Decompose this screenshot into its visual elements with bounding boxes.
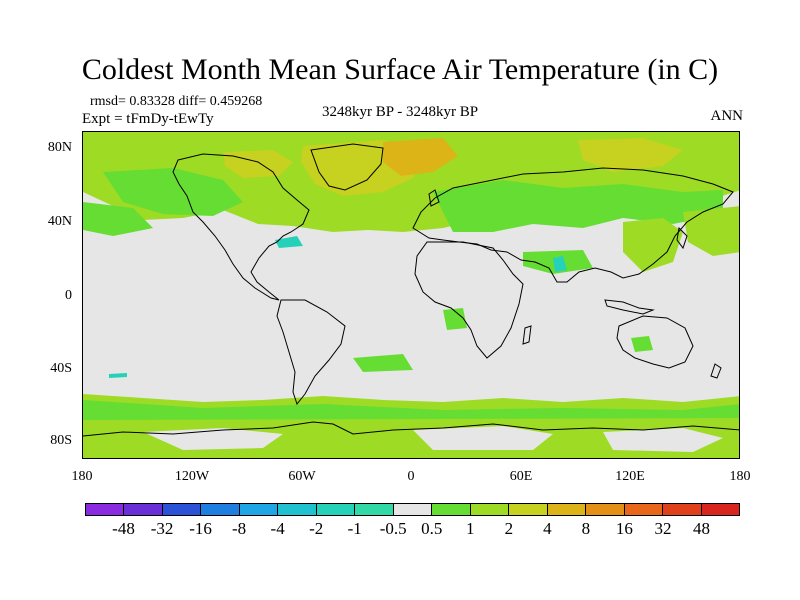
colorbar-label: 0.5 bbox=[421, 519, 443, 538]
coast-africa bbox=[414, 241, 524, 359]
coast-greenland bbox=[310, 143, 384, 191]
colorbar-cell bbox=[201, 504, 240, 515]
colorbar-cell bbox=[124, 504, 163, 515]
map-panel bbox=[82, 131, 740, 459]
colorbar-label: 16 bbox=[615, 519, 633, 538]
colorbar-label: -8 bbox=[232, 519, 247, 538]
colorbar-cell bbox=[547, 504, 587, 515]
lat-label-80n: 80N bbox=[47, 140, 72, 155]
lat-label-0: 0 bbox=[65, 288, 72, 303]
colorbar-cell bbox=[355, 504, 394, 515]
canada-warm-patch bbox=[223, 150, 293, 178]
lat-label-40s: 40S bbox=[50, 361, 72, 376]
coast-south-america bbox=[276, 299, 346, 406]
antarctica-neutral-patch-3 bbox=[603, 428, 723, 452]
colorbar-cell bbox=[316, 504, 356, 515]
colorbar-label: -1 bbox=[347, 519, 362, 538]
lon-label-180w: 180 bbox=[71, 469, 93, 484]
coast-british-isles bbox=[428, 189, 440, 207]
coast-japan bbox=[676, 226, 688, 250]
gulf-cool-patch bbox=[275, 236, 303, 248]
colorbar-label: 2 bbox=[504, 519, 514, 538]
period-label: 3248kyr BP - 3248kyr BP bbox=[322, 104, 479, 120]
colorbar-label: 32 bbox=[654, 519, 672, 538]
colorbar-cell bbox=[509, 504, 548, 515]
colorbar-cell bbox=[701, 504, 739, 515]
antarctica-neutral-patch-2 bbox=[413, 426, 553, 450]
lon-label-120w: 120W bbox=[174, 469, 210, 484]
colorbar-cell bbox=[239, 504, 279, 515]
lon-label-180e: 180 bbox=[729, 469, 751, 484]
map-title: Coldest Month Mean Surface Air Temperatu… bbox=[81, 53, 719, 86]
colorbar-cell bbox=[393, 504, 433, 515]
lon-label-120e: 120E bbox=[615, 469, 645, 484]
coast-eurasia bbox=[412, 167, 734, 283]
coast-indonesia bbox=[604, 299, 655, 315]
coast-australia bbox=[616, 315, 694, 369]
colorbar-label: -16 bbox=[189, 519, 212, 538]
colorbar-label: -0.5 bbox=[379, 519, 407, 538]
colorbar-label: 48 bbox=[692, 519, 710, 538]
northpacific-green-patch bbox=[683, 206, 739, 256]
eurasia-green-patch bbox=[433, 180, 723, 232]
north-atlantic-warm-patch bbox=[383, 138, 458, 176]
siberia-warm-patch bbox=[578, 138, 683, 172]
colorbar-label: -2 bbox=[309, 519, 324, 538]
colorbar-cell bbox=[624, 504, 664, 515]
colorbar-label: 1 bbox=[466, 519, 475, 538]
southatlantic-green-patch bbox=[353, 354, 413, 372]
india-cool-patch bbox=[553, 256, 567, 272]
lon-label-60e: 60E bbox=[509, 469, 533, 484]
season-label: ANN bbox=[710, 108, 744, 124]
colorbar-cell bbox=[278, 504, 317, 515]
eastasia-green-patch bbox=[623, 218, 683, 272]
coast-north-america bbox=[172, 153, 310, 301]
northamerica-green-patch bbox=[103, 168, 243, 216]
colorbar-label: -48 bbox=[112, 519, 135, 538]
colorbar bbox=[85, 503, 740, 516]
southern-ocean-light-band bbox=[83, 400, 739, 420]
colorbar-label: 4 bbox=[543, 519, 552, 538]
colorbar-cell bbox=[663, 504, 702, 515]
colorbar-cell bbox=[162, 504, 202, 515]
colorbar-cell bbox=[470, 504, 510, 515]
coastlines bbox=[83, 143, 739, 437]
colorbar-cell bbox=[86, 504, 125, 515]
lon-label-0: 0 bbox=[407, 469, 415, 484]
colorbar-label: -32 bbox=[150, 519, 174, 538]
coast-madagascar bbox=[522, 325, 532, 345]
lat-label-80s: 80S bbox=[50, 433, 72, 448]
coast-new-zealand bbox=[710, 363, 722, 379]
colorbar-cell bbox=[586, 504, 625, 515]
experiment-label: Expt = tFmDy-tEwTy bbox=[82, 111, 214, 127]
colorbar-label: 8 bbox=[581, 519, 591, 538]
africa-green-patch bbox=[443, 308, 467, 330]
lat-label-40n: 40N bbox=[47, 214, 72, 229]
australia-green-patch bbox=[631, 336, 653, 352]
coast-antarctica bbox=[83, 421, 739, 437]
pacific-green-patch bbox=[83, 202, 153, 236]
lon-label-60w: 60W bbox=[288, 469, 316, 484]
map-canvas bbox=[83, 132, 739, 458]
southpacific-cool-patch bbox=[109, 373, 127, 378]
colorbar-cell bbox=[432, 504, 471, 515]
stats-label: rmsd= 0.83328 diff= 0.459268 bbox=[90, 94, 263, 109]
colorbar-label: -4 bbox=[270, 519, 285, 538]
